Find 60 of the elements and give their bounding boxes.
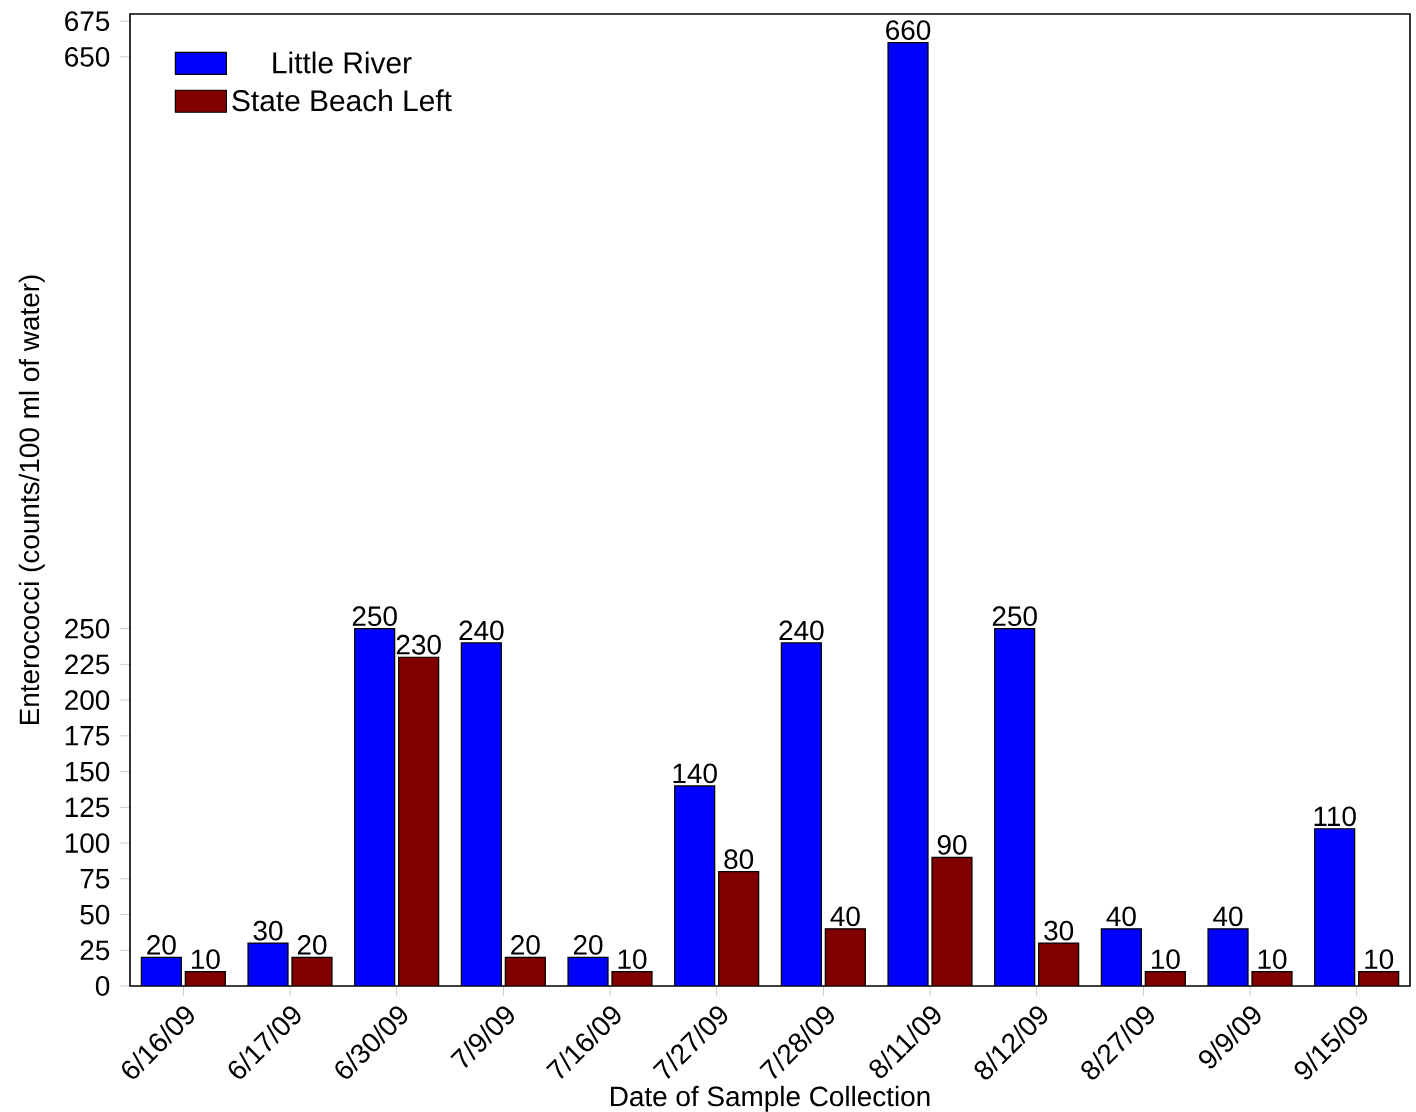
data-label: 40 — [1106, 906, 1136, 927]
bar — [505, 957, 546, 986]
y-tick-label: 175 — [65, 726, 110, 746]
data-label: 140 — [673, 763, 717, 784]
bar — [994, 628, 1035, 986]
data-label: 20 — [573, 935, 603, 955]
bar — [141, 957, 182, 986]
data-label: 250 — [992, 606, 1037, 627]
y-axis-title: Enterococci (counts/100 ml of water) — [18, 275, 45, 725]
data-label: 40 — [1213, 906, 1243, 927]
data-label: 30 — [1044, 920, 1074, 941]
x-axis-title: Date of Sample Collection — [611, 1085, 930, 1112]
y-tick-label: 125 — [65, 797, 110, 818]
data-label: 10 — [1365, 949, 1394, 970]
data-label: 660 — [886, 20, 931, 41]
bar — [1208, 928, 1249, 986]
y-tick-label: 100 — [65, 833, 110, 853]
y-tick-label: 150 — [65, 761, 110, 782]
bar — [932, 857, 972, 986]
y-tick-label: 25 — [80, 940, 110, 961]
data-label: 10 — [618, 949, 647, 970]
y-tick-label: 50 — [80, 904, 110, 925]
legend-label: State Beach Left — [232, 89, 452, 112]
data-label: 20 — [147, 935, 176, 955]
y-tick-label: 650 — [65, 46, 110, 67]
bar — [1314, 828, 1356, 986]
bar — [781, 642, 822, 986]
y-tick-label: 250 — [65, 618, 110, 639]
data-label: 80 — [724, 849, 754, 870]
y-tick-label: 0 — [95, 976, 110, 996]
bar — [674, 785, 715, 986]
bar — [1038, 943, 1079, 986]
data-label: 30 — [253, 920, 283, 941]
bar — [1101, 928, 1142, 986]
bar — [825, 928, 866, 986]
data-label: 20 — [511, 935, 540, 955]
bar — [398, 657, 439, 986]
data-label: 110 — [1314, 806, 1356, 827]
y-tick-label: 75 — [80, 869, 110, 889]
data-label: 240 — [779, 620, 824, 641]
legend-label: Little River — [273, 51, 412, 74]
bar — [291, 957, 332, 986]
bar — [568, 957, 609, 986]
data-label: 240 — [459, 620, 504, 641]
data-label: 10 — [1151, 949, 1180, 970]
data-label: 20 — [297, 935, 327, 955]
y-tick-label: 200 — [65, 690, 110, 710]
data-label: 230 — [396, 634, 441, 655]
data-label: 250 — [352, 606, 397, 627]
data-label: 10 — [1258, 949, 1287, 970]
bar — [248, 943, 289, 986]
data-label: 40 — [830, 906, 860, 927]
y-tick-label: 675 — [65, 11, 110, 32]
data-label: 10 — [191, 949, 220, 970]
data-label: 90 — [937, 834, 967, 855]
bar — [354, 628, 395, 986]
bar — [888, 42, 929, 986]
bar — [461, 642, 502, 986]
y-tick-label: 225 — [65, 654, 110, 675]
bar — [718, 871, 759, 986]
